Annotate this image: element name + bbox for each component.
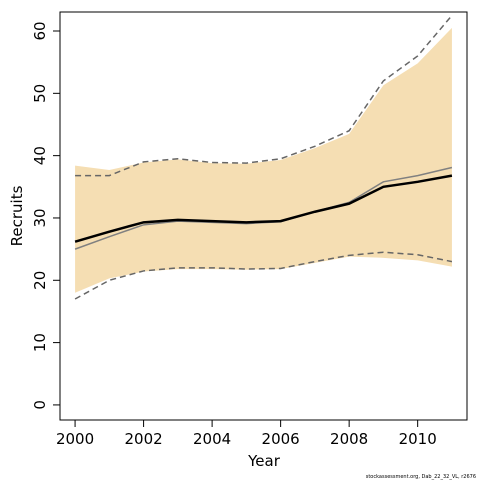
y-tick-label: 50	[31, 84, 49, 103]
x-tick-label: 2004	[193, 430, 231, 448]
x-tick-label: 2010	[399, 430, 437, 448]
x-tick-label: 2006	[262, 430, 300, 448]
x-tick-label: 2002	[124, 430, 162, 448]
confidence-band	[75, 27, 452, 293]
line	[74, 174, 453, 243]
footnote: stockassessment.org, Dab_22_32_VL, r2676	[366, 474, 476, 480]
y-tick-label: 60	[31, 21, 49, 40]
x-tick-label: 2000	[56, 430, 94, 448]
y-tick-label: 0	[31, 400, 49, 410]
dashed-line	[75, 14, 453, 177]
x-axis-title: Year	[247, 452, 281, 470]
y-tick-label: 10	[31, 333, 49, 352]
y-tick-label: 40	[31, 146, 49, 165]
y-tick-label: 20	[31, 271, 49, 290]
plot-frame	[59, 11, 468, 421]
x-tick-label: 2008	[330, 430, 368, 448]
y-axis-title: Recruits	[8, 185, 26, 246]
dashed-line	[74, 251, 453, 300]
y-tick-label: 30	[31, 208, 49, 227]
